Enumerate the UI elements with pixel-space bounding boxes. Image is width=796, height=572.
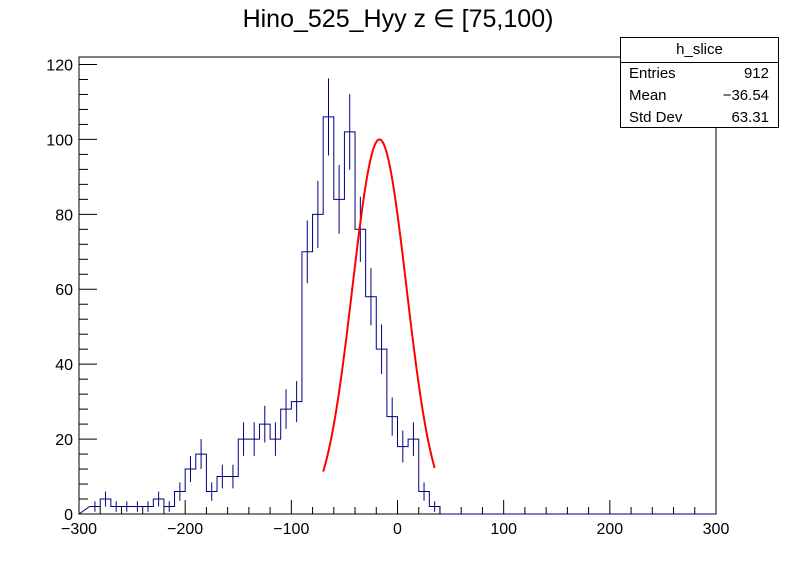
x-tick-label: 300 bbox=[703, 521, 730, 538]
x-tick-label: −300 bbox=[61, 521, 97, 538]
stats-entries: Entries 912 bbox=[621, 63, 778, 85]
stats-stddev: Std Dev 63.31 bbox=[621, 107, 778, 129]
y-tick-label: 0 bbox=[64, 507, 73, 524]
y-tick-label: 100 bbox=[46, 132, 73, 149]
y-tick-label: 20 bbox=[55, 432, 73, 449]
x-tick-label: 100 bbox=[490, 521, 517, 538]
histogram-steps bbox=[78, 116, 716, 515]
y-tick-label: 40 bbox=[55, 357, 73, 374]
y-tick-label: 120 bbox=[46, 57, 73, 74]
chart-title: Hino_525_Hyy z ∈ [75,100) bbox=[242, 5, 554, 33]
y-tick-label: 80 bbox=[55, 207, 73, 224]
stats-entries-label: Entries bbox=[629, 65, 676, 82]
x-tick-label: 0 bbox=[393, 521, 402, 538]
stats-entries-value: 912 bbox=[743, 65, 769, 82]
stats-box: h_slice Entries 912 Mean −36.54 Std Dev … bbox=[620, 37, 779, 128]
stats-mean: Mean −36.54 bbox=[621, 85, 778, 107]
x-tick-label: 200 bbox=[596, 521, 623, 538]
stats-stddev-label: Std Dev bbox=[629, 109, 683, 126]
gaussian-fit-curve bbox=[322, 138, 436, 472]
stats-name: h_slice bbox=[621, 38, 778, 63]
stats-mean-value: −36.54 bbox=[722, 87, 769, 104]
x-tick-label: −100 bbox=[273, 521, 309, 538]
stats-stddev-value: 63.31 bbox=[731, 109, 769, 126]
stats-mean-label: Mean bbox=[629, 87, 667, 104]
y-tick-label: 60 bbox=[55, 282, 73, 299]
x-tick-label: −200 bbox=[167, 521, 203, 538]
